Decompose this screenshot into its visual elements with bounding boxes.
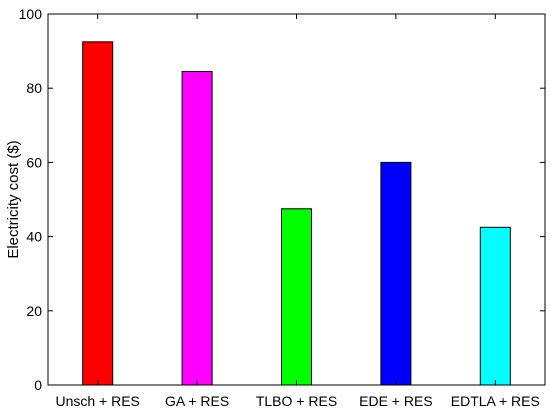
x-tick-label-1: GA + RES <box>165 393 229 409</box>
bar-0 <box>82 41 114 386</box>
x-tick-label-3: EDE + RES <box>359 393 433 409</box>
x-tick-label-2: TLBO + RES <box>256 393 337 409</box>
x-tick-label-4: EDTLA + RES <box>451 393 540 409</box>
bars-layer <box>82 41 511 386</box>
y-axis-label: Electricity cost ($) <box>5 140 22 258</box>
x-tick-label-0: Unsch + RES <box>55 393 139 409</box>
y-tick-label-5: 100 <box>19 6 43 22</box>
y-tick-label-3: 60 <box>26 154 42 170</box>
y-tick-label-4: 80 <box>26 80 42 96</box>
y-tick-label-0: 0 <box>34 377 42 393</box>
bar-2 <box>281 208 312 386</box>
bar-3 <box>380 161 412 386</box>
ticks-layer: Unsch + RES GA + RES TLBO + RES EDE + RES ED… <box>19 6 545 409</box>
bar-1 <box>181 71 213 386</box>
y-tick-label-1: 20 <box>26 303 42 319</box>
bar-4 <box>479 226 511 386</box>
y-tick-label-2: 40 <box>26 229 42 245</box>
